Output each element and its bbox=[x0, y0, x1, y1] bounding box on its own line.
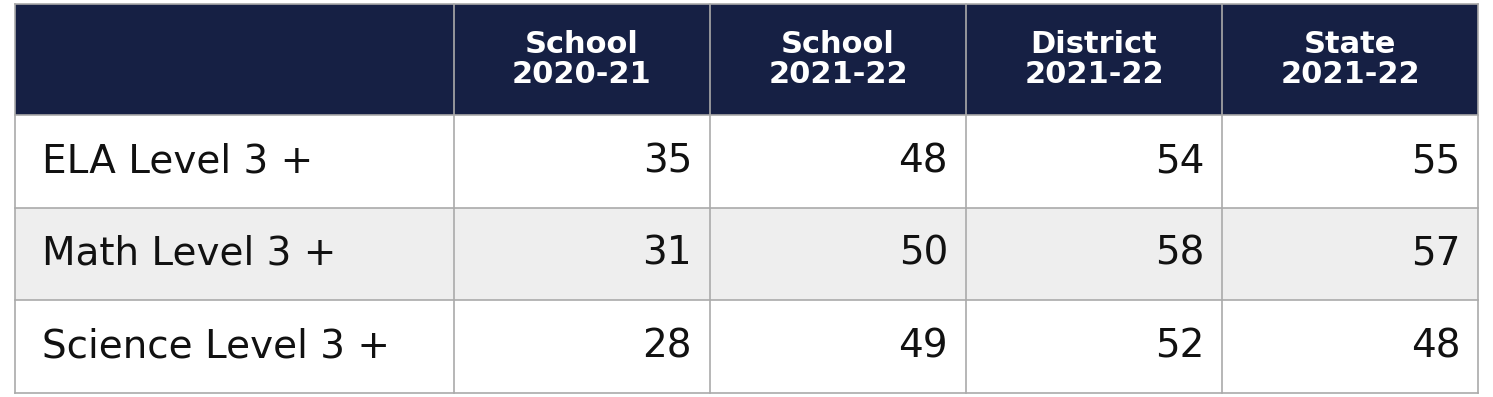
Bar bbox=[709, 115, 966, 208]
Bar bbox=[966, 115, 1221, 208]
Text: 50: 50 bbox=[899, 235, 948, 273]
Text: Math Level 3 +: Math Level 3 + bbox=[42, 235, 336, 273]
Bar bbox=[966, 4, 1221, 115]
Text: 58: 58 bbox=[1154, 235, 1203, 273]
Text: School: School bbox=[526, 30, 639, 59]
Text: School: School bbox=[781, 30, 894, 59]
Bar bbox=[1221, 300, 1478, 393]
Bar bbox=[709, 208, 966, 300]
Bar bbox=[15, 4, 454, 115]
Bar bbox=[1221, 4, 1478, 115]
Text: ELA Level 3 +: ELA Level 3 + bbox=[42, 142, 314, 180]
Bar bbox=[1221, 115, 1478, 208]
Text: Science Level 3 +: Science Level 3 + bbox=[42, 328, 390, 366]
Text: 35: 35 bbox=[642, 142, 691, 180]
Bar bbox=[454, 208, 709, 300]
Text: District: District bbox=[1030, 30, 1157, 59]
Bar bbox=[15, 115, 454, 208]
Text: 55: 55 bbox=[1411, 142, 1460, 180]
Text: 28: 28 bbox=[642, 328, 691, 366]
Text: 49: 49 bbox=[899, 328, 948, 366]
Text: 2021-22: 2021-22 bbox=[767, 60, 908, 89]
Text: 48: 48 bbox=[1411, 328, 1460, 366]
Text: 31: 31 bbox=[642, 235, 691, 273]
Bar bbox=[454, 115, 709, 208]
Bar bbox=[454, 300, 709, 393]
Bar bbox=[15, 300, 454, 393]
Text: 48: 48 bbox=[899, 142, 948, 180]
Bar bbox=[966, 300, 1221, 393]
Text: 57: 57 bbox=[1411, 235, 1460, 273]
Text: 2020-21: 2020-21 bbox=[512, 60, 652, 89]
Bar bbox=[966, 208, 1221, 300]
Bar bbox=[454, 4, 709, 115]
Bar bbox=[15, 208, 454, 300]
Text: 54: 54 bbox=[1154, 142, 1203, 180]
Bar bbox=[709, 300, 966, 393]
Text: 2021-22: 2021-22 bbox=[1280, 60, 1420, 89]
Bar bbox=[709, 4, 966, 115]
Bar bbox=[1221, 208, 1478, 300]
Text: 2021-22: 2021-22 bbox=[1024, 60, 1165, 89]
Text: State: State bbox=[1303, 30, 1396, 59]
Text: 52: 52 bbox=[1154, 328, 1203, 366]
